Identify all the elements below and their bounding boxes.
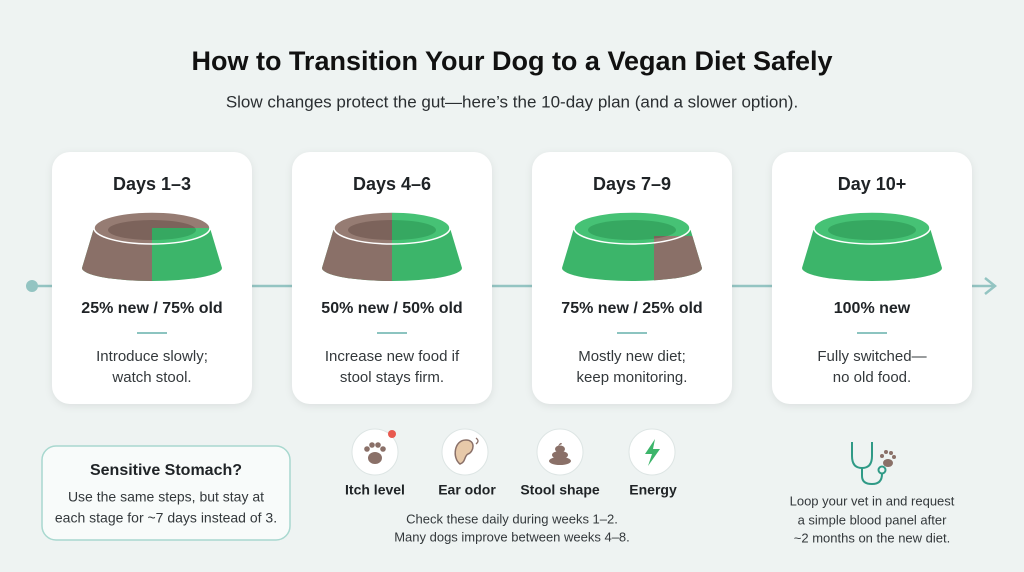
icon-stool bbox=[536, 428, 584, 476]
vet-line: ~2 months on the new diet. bbox=[794, 530, 950, 545]
sensitive-title: Sensitive Stomach? bbox=[90, 462, 242, 479]
bowl bbox=[801, 211, 943, 282]
icon-itch bbox=[351, 428, 399, 476]
monitor-label: Ear odor bbox=[438, 482, 496, 498]
monitor-note: Check these daily during weeks 1–2. bbox=[406, 511, 618, 526]
monitor-note: Many dogs improve between weeks 4–8. bbox=[394, 529, 630, 544]
icon-paw bbox=[880, 450, 896, 467]
stage-title: Days 7–9 bbox=[593, 174, 671, 194]
monitor-label: Stool shape bbox=[520, 482, 600, 498]
vet: Loop your vet in and request a simple bl… bbox=[790, 442, 955, 545]
stage-ratio: 100% new bbox=[834, 300, 911, 317]
sensitive-line: each stage for ~7 days instead of 3. bbox=[55, 510, 277, 526]
vet-line: a simple blood panel after bbox=[798, 512, 948, 527]
stage-note: Increase new food if bbox=[325, 348, 460, 365]
icon-ear bbox=[441, 428, 489, 476]
title: How to Transition Your Dog to a Vegan Di… bbox=[191, 46, 832, 76]
icon-energy bbox=[628, 428, 676, 476]
monitor-label: Energy bbox=[629, 482, 677, 498]
stage-card: Days 1–3 25% new / 75% old Introduce slo… bbox=[52, 152, 252, 404]
bowl bbox=[561, 211, 703, 282]
stage-note: watch stool. bbox=[111, 369, 191, 386]
stage-note: no old food. bbox=[833, 369, 911, 386]
sensitive-box: Sensitive Stomach? Use the same steps, b… bbox=[41, 445, 291, 541]
stage-card: Day 10+ 100% new Fully switched— no old … bbox=[772, 152, 972, 404]
stage-card: Days 4–6 50% new / 50% old Increase new … bbox=[292, 152, 492, 404]
subtitle: Slow changes protect the gut—here’s the … bbox=[226, 92, 798, 111]
stage-note: Introduce slowly; bbox=[96, 348, 208, 365]
stage-title: Day 10+ bbox=[838, 174, 907, 194]
stage-ratio: 75% new / 25% old bbox=[561, 300, 702, 317]
stage-title: Days 1–3 bbox=[113, 174, 191, 194]
monitor-label: Itch level bbox=[345, 482, 405, 498]
stage-ratio: 25% new / 75% old bbox=[81, 300, 222, 317]
stage-ratio: 50% new / 50% old bbox=[321, 300, 462, 317]
sensitive-line: Use the same steps, but stay at bbox=[68, 489, 264, 505]
stage-title: Days 4–6 bbox=[353, 174, 431, 194]
bowl bbox=[81, 211, 223, 282]
stage-note: Fully switched— bbox=[817, 348, 926, 365]
stage-note: keep monitoring. bbox=[577, 369, 688, 386]
stage-card: Days 7–9 75% new / 25% old Mostly new di… bbox=[532, 152, 732, 404]
bowl bbox=[321, 211, 463, 282]
icon-stethoscope bbox=[851, 442, 887, 486]
vet-line: Loop your vet in and request bbox=[790, 493, 955, 508]
monitor: Itch level Ear odor Stool shape Energy C… bbox=[345, 428, 677, 544]
stage-note: Mostly new diet; bbox=[578, 348, 686, 365]
stage-note: stool stays firm. bbox=[340, 369, 444, 386]
